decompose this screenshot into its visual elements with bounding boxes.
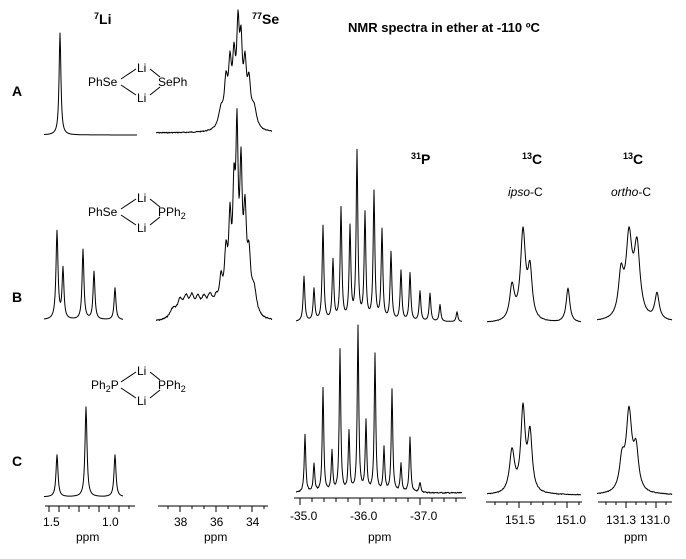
axis-p: -35.0 -36.0 -37.0 ppm: [290, 497, 466, 544]
structure-b: PhSe PPh2 Li Li: [88, 191, 186, 235]
axis-p-tick-3: -37.0: [410, 509, 438, 523]
row-label-c: C: [12, 453, 22, 469]
structure-b-right: PPh2: [158, 205, 186, 221]
structure-c-top: Li: [137, 364, 146, 378]
axis-c-ortho: 131.3 131.0 ppm: [598, 501, 672, 544]
structure-a-left: PhSe: [88, 75, 118, 89]
structure-c-bonds: [120, 371, 161, 399]
structure-c: Ph2P PPh2 Li Li: [91, 364, 186, 408]
structure-c-bottom: Li: [137, 394, 146, 408]
spectrum-li-a: [44, 32, 137, 136]
spectrum-li-b: [43, 229, 123, 320]
axis-li-tick-2: 1.0: [102, 515, 119, 529]
axis-li: 1.5 1.0 ppm: [43, 505, 135, 544]
axis-c-ipso: 151.5 151.0: [486, 501, 586, 527]
axis-li-unit: ppm: [76, 530, 99, 544]
axis-p-tick-1: -35.0: [290, 509, 318, 523]
structure-a-top: Li: [137, 61, 146, 75]
row-label-b: B: [12, 289, 22, 305]
row-label-a: A: [12, 83, 22, 99]
header-li: 7Li: [94, 11, 111, 27]
structure-b-left: PhSe: [88, 205, 118, 219]
axis-li-tick-1: 1.5: [43, 515, 60, 529]
axis-c-ipso-tick-1: 151.5: [505, 513, 535, 527]
axis-p-unit: ppm: [368, 530, 391, 544]
spectrum-p-b: [295, 148, 463, 322]
spectrum-se-a: [155, 9, 273, 134]
spectrum-c-ipso-c: [487, 402, 582, 496]
axis-se-tick-1: 38: [174, 515, 188, 529]
spectrum-p-c: [296, 324, 463, 494]
spectrum-c-ortho-c: [597, 405, 673, 495]
axis-c-ortho-tick-2: 131.0: [640, 513, 670, 527]
structure-b-bottom: Li: [137, 221, 146, 235]
axis-se-tick-3: 34: [246, 515, 260, 529]
header-c-ortho: 13C: [623, 151, 643, 167]
spectrum-c-ipso-b: [487, 226, 582, 323]
header-se: 77Se: [252, 11, 279, 27]
axis-se-unit: ppm: [204, 530, 227, 544]
axis-c-ipso-line: [486, 501, 582, 508]
header-c-ipso: 13C: [522, 151, 542, 167]
axis-li-line: [45, 505, 135, 512]
structure-a-bonds: [120, 68, 161, 96]
header-p: 31P: [411, 151, 430, 167]
axis-p-line: [294, 497, 466, 505]
structure-a: PhSe SePh Li Li: [88, 61, 187, 105]
structure-a-bottom: Li: [137, 91, 146, 105]
axis-c-ortho-line: [598, 501, 672, 508]
axis-p-tick-2: -36.0: [350, 509, 378, 523]
structure-c-right: PPh2: [158, 378, 186, 394]
sublabel-ipso: ipso-C: [508, 185, 543, 199]
structure-c-left: Ph2P: [91, 378, 119, 394]
axis-c-ortho-unit: ppm: [624, 530, 647, 544]
axis-se-line: [158, 505, 268, 512]
structure-b-top: Li: [137, 191, 146, 205]
axis-se: 38 36 34 ppm: [158, 505, 268, 544]
structure-a-right: SePh: [158, 75, 187, 89]
axis-c-ortho-tick-1: 131.3: [606, 513, 636, 527]
structure-b-bonds: [120, 198, 161, 226]
axis-c-ipso-tick-2: 151.0: [556, 513, 586, 527]
spectrum-li-c: [43, 406, 124, 498]
spectrum-c-ortho-b: [596, 226, 673, 321]
sublabel-ortho: ortho-C: [611, 185, 651, 199]
figure-title: NMR spectra in ether at -110 ºC: [348, 20, 540, 35]
axis-se-tick-2: 36: [210, 515, 224, 529]
spectrum-se-b: [156, 108, 273, 321]
